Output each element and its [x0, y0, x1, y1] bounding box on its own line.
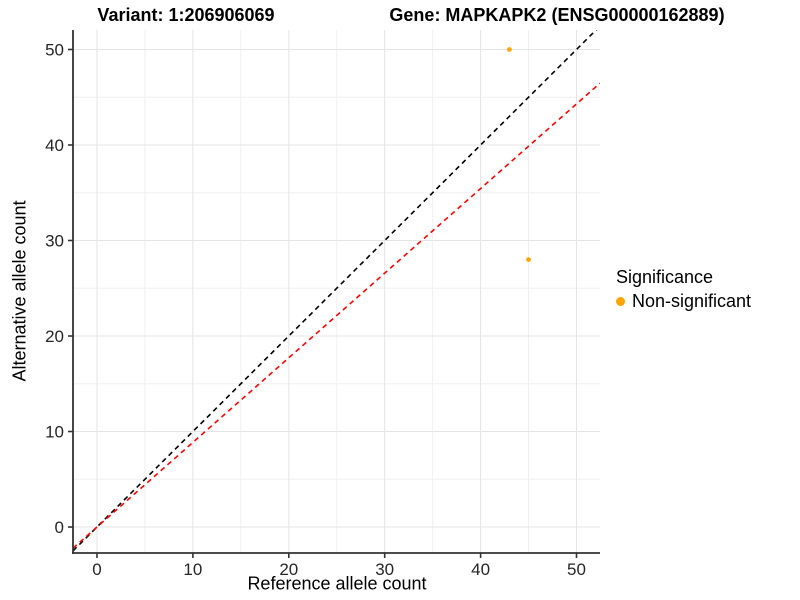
legend: Significance Non-significant [616, 267, 751, 312]
legend-item-label: Non-significant [632, 291, 752, 311]
y-tick-label: 40 [45, 136, 64, 155]
x-tick-label: 0 [92, 560, 101, 579]
y-tick-label: 50 [45, 40, 64, 59]
legend-title: Significance [616, 267, 714, 287]
y-axis-title: Alternative allele count [9, 200, 30, 382]
plot-title-variant: Variant: 1:206906069 [97, 5, 275, 25]
x-tick-label: 20 [279, 560, 298, 579]
x-tick-label: 10 [183, 560, 202, 579]
x-tick-label: 50 [567, 560, 586, 579]
legend-point-swatch [616, 297, 625, 306]
legend-item: Non-significant [616, 291, 751, 312]
y-tick-label: 30 [45, 231, 64, 250]
x-axis-title: Reference allele count [247, 573, 427, 594]
ratio-line [73, 82, 600, 549]
data-point [506, 47, 512, 52]
y-tick-label: 10 [45, 423, 64, 442]
y-tick-label: 20 [45, 327, 64, 346]
identity-line [73, 30, 598, 552]
x-tick-label: 30 [375, 560, 394, 579]
data-point [526, 257, 531, 263]
y-tick-label: 0 [55, 518, 64, 537]
x-tick-label: 40 [471, 560, 490, 579]
plot-title-gene: Gene: MAPKAPK2 (ENSG00000162889) [389, 5, 725, 25]
